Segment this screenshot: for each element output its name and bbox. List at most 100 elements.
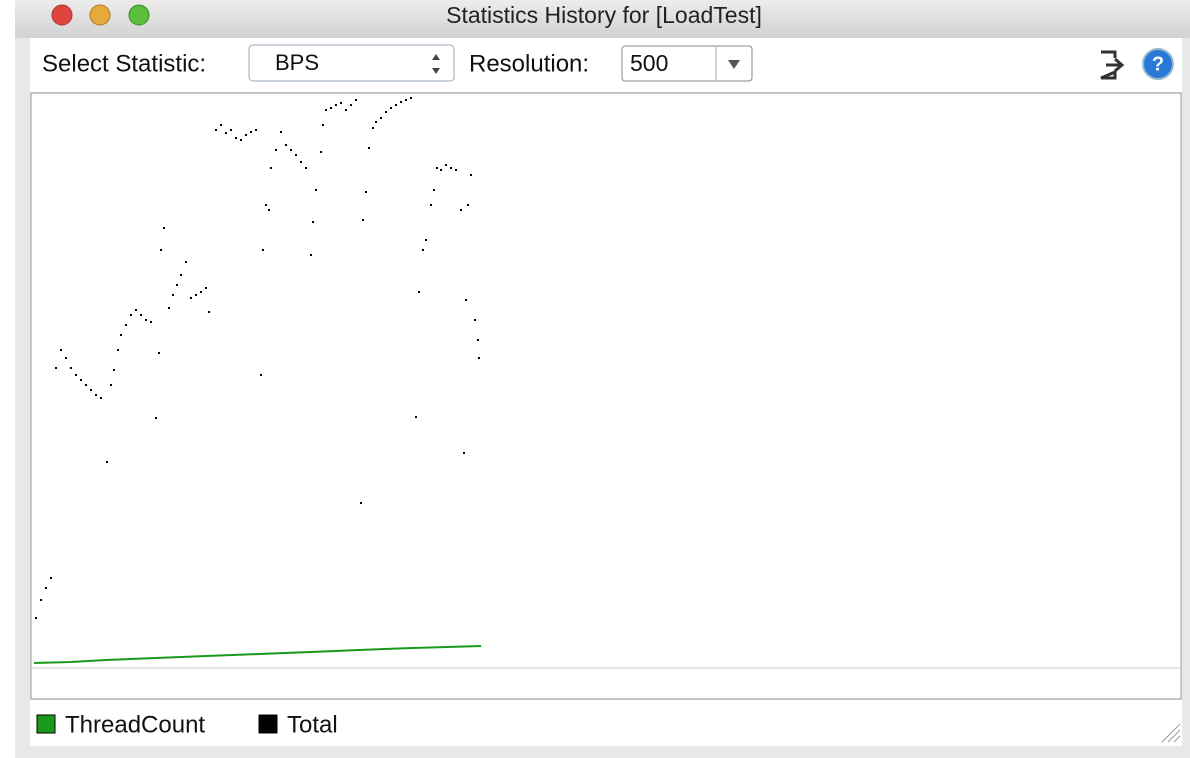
total-point — [440, 169, 442, 171]
total-point — [450, 167, 452, 169]
zoom-button[interactable] — [128, 4, 150, 26]
total-point — [463, 452, 465, 454]
total-point — [95, 394, 97, 396]
statistic-select[interactable] — [248, 44, 455, 82]
total-point — [380, 117, 382, 119]
total-point — [275, 149, 277, 151]
total-point — [160, 249, 162, 251]
total-point — [225, 132, 227, 134]
total-point — [315, 189, 317, 191]
legend-swatch — [36, 714, 56, 734]
total-point — [230, 129, 232, 131]
total-point — [200, 291, 202, 293]
total-point — [385, 111, 387, 113]
total-point — [400, 101, 402, 103]
total-point — [45, 587, 47, 589]
total-point — [145, 319, 147, 321]
total-point — [470, 174, 472, 176]
total-point — [425, 239, 427, 241]
toolbar — [30, 38, 1182, 92]
total-point — [255, 129, 257, 131]
total-point — [70, 367, 72, 369]
total-point — [474, 319, 476, 321]
total-point — [150, 321, 152, 323]
total-point — [340, 102, 342, 104]
total-point — [235, 137, 237, 139]
export-icon[interactable] — [1100, 50, 1125, 80]
total-point — [467, 204, 469, 206]
total-point — [172, 294, 174, 296]
thread-count-line — [33, 645, 482, 664]
total-point — [305, 167, 307, 169]
total-point — [55, 367, 57, 369]
resolution-label: Resolution: — [469, 50, 589, 77]
total-point — [65, 357, 67, 359]
total-point — [390, 107, 392, 109]
total-point — [312, 221, 314, 223]
total-point — [100, 397, 102, 399]
total-point — [215, 129, 217, 131]
total-point — [430, 204, 432, 206]
total-point — [35, 617, 37, 619]
total-point — [135, 309, 137, 311]
total-point — [422, 249, 424, 251]
total-point — [418, 291, 420, 293]
total-point — [168, 307, 170, 309]
resolution-value: 500 — [630, 50, 668, 76]
total-point — [365, 191, 367, 193]
total-point — [106, 461, 108, 463]
total-point — [405, 99, 407, 101]
total-point — [180, 274, 182, 276]
total-point — [410, 97, 412, 99]
total-point — [415, 416, 417, 418]
total-point — [270, 167, 272, 169]
help-glyph: ? — [1152, 53, 1164, 75]
legend-bar — [30, 700, 1182, 746]
total-point — [260, 374, 262, 376]
total-point — [295, 154, 297, 156]
minimize-button[interactable] — [89, 4, 111, 26]
help-icon[interactable] — [1142, 48, 1174, 80]
total-point — [125, 324, 127, 326]
total-point — [372, 127, 374, 129]
total-point — [190, 297, 192, 299]
total-point — [350, 104, 352, 106]
total-point — [265, 204, 267, 206]
resize-grip — [1161, 723, 1181, 743]
total-point — [163, 227, 165, 229]
window-title: Statistics History for [LoadTest] — [446, 2, 762, 28]
total-point — [117, 349, 119, 351]
total-point — [375, 121, 377, 123]
total-point — [176, 284, 178, 286]
total-point — [330, 107, 332, 109]
total-point — [325, 109, 327, 111]
total-point — [478, 357, 480, 359]
total-point — [113, 369, 115, 371]
total-point — [320, 151, 322, 153]
legend-label: Total — [287, 711, 338, 738]
total-point — [250, 131, 252, 133]
total-point — [40, 599, 42, 601]
total-point — [355, 99, 357, 101]
total-point — [477, 339, 479, 341]
total-point — [445, 164, 447, 166]
resolution-combo[interactable] — [621, 45, 753, 82]
total-point — [285, 144, 287, 146]
statistic-value: BPS — [275, 50, 319, 75]
total-point — [360, 502, 362, 504]
total-point — [322, 124, 324, 126]
combo-arrow — [728, 60, 740, 69]
total-point — [85, 384, 87, 386]
total-point — [262, 249, 264, 251]
total-point — [436, 167, 438, 169]
total-point — [60, 349, 62, 351]
total-point — [80, 379, 82, 381]
total-point — [158, 352, 160, 354]
legend-label: ThreadCount — [65, 711, 205, 738]
total-point — [195, 294, 197, 296]
total-point — [433, 189, 435, 191]
total-point — [280, 131, 282, 133]
close-button[interactable] — [51, 4, 73, 26]
total-point — [155, 417, 157, 419]
total-point — [290, 149, 292, 151]
